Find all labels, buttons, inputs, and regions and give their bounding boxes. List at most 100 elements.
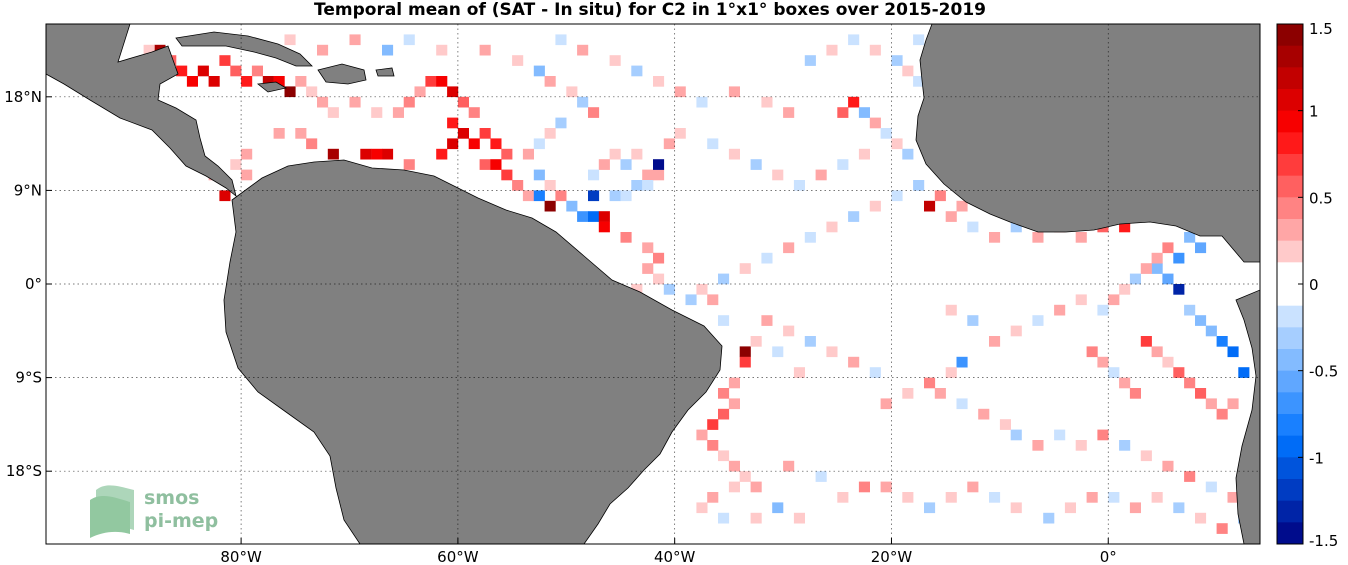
anomaly-cell — [924, 200, 936, 212]
anomaly-cell — [653, 273, 665, 285]
anomaly-cell — [533, 169, 545, 181]
anomaly-cell — [566, 86, 578, 98]
colorbar-segment — [1277, 479, 1303, 502]
anomaly-cell — [728, 481, 740, 493]
anomaly-cell — [1119, 221, 1131, 233]
anomaly-cell — [1216, 408, 1228, 420]
anomaly-cell — [436, 148, 448, 160]
anomaly-cell — [1086, 346, 1098, 358]
anomaly-cell — [1162, 273, 1174, 285]
longitude-tick-label: 80°W — [220, 548, 262, 565]
anomaly-cell — [1010, 221, 1022, 233]
anomaly-cell — [989, 336, 1001, 347]
anomaly-cell — [631, 148, 643, 160]
colorbar-segment — [1277, 392, 1303, 415]
anomaly-cell — [1032, 440, 1044, 451]
anomaly-cell — [1129, 273, 1141, 285]
anomaly-cell — [804, 336, 816, 347]
anomaly-cell — [490, 159, 502, 170]
anomaly-cell — [1184, 304, 1196, 316]
anomaly-cell — [783, 325, 795, 337]
anomaly-cell — [858, 107, 870, 118]
longitude-tick-label: 40°W — [654, 548, 696, 565]
colorbar-segment — [1277, 370, 1303, 393]
anomaly-cell — [1054, 429, 1066, 441]
anomaly-cell — [1097, 429, 1109, 441]
colorbar-tick-label: -1 — [1309, 449, 1324, 467]
anomaly-cell — [1064, 502, 1076, 514]
anomaly-cell — [425, 76, 437, 87]
latitude-tick-label: 18°S — [6, 462, 42, 480]
anomaly-cell — [382, 148, 394, 160]
anomaly-cell — [609, 190, 621, 202]
anomaly-cell — [1097, 304, 1109, 316]
colorbar-segment — [1277, 45, 1303, 68]
anomaly-cell — [403, 159, 415, 170]
anomaly-cell — [1054, 304, 1066, 316]
colorbar-segment — [1277, 24, 1303, 47]
anomaly-cell — [891, 190, 903, 202]
anomaly-cell — [772, 346, 784, 358]
anomaly-cell — [739, 346, 751, 358]
anomaly-cell — [1238, 367, 1250, 378]
land-south-america — [223, 159, 723, 544]
anomaly-cell — [479, 128, 491, 139]
colorbar-tick-label: -1.5 — [1309, 532, 1338, 550]
colorbar-segment — [1277, 219, 1303, 242]
anomaly-cell — [317, 96, 329, 108]
anomaly-cell — [761, 315, 773, 326]
anomaly-cell — [642, 242, 654, 254]
anomaly-cell — [512, 180, 524, 191]
anomaly-cell — [783, 107, 795, 118]
colorbar-tick-label: -0.5 — [1309, 363, 1338, 381]
anomaly-cell — [447, 138, 459, 150]
anomaly-cell — [1075, 440, 1087, 451]
anomaly-cell — [620, 190, 632, 202]
anomaly-cell — [468, 138, 480, 150]
colorbar — [1277, 24, 1303, 545]
anomaly-cell — [588, 211, 600, 222]
anomaly-cell — [783, 460, 795, 472]
anomaly-cell — [967, 221, 979, 233]
anomaly-cell — [490, 138, 502, 150]
logo-waves-icon — [90, 485, 134, 538]
anomaly-cell — [349, 34, 361, 46]
anomaly-cell — [219, 55, 231, 66]
anomaly-cell — [902, 65, 914, 77]
anomaly-cell — [858, 481, 870, 493]
colorbar-segment — [1277, 240, 1303, 263]
anomaly-cell — [1140, 450, 1152, 462]
anomaly-cell — [880, 398, 892, 410]
anomaly-cell — [848, 34, 860, 46]
anomaly-cell — [1129, 502, 1141, 514]
anomaly-cell — [620, 159, 632, 170]
latitude-tick-label: 18°N — [4, 88, 42, 106]
anomaly-cell — [1151, 252, 1163, 264]
anomaly-cell — [1173, 252, 1185, 264]
anomaly-cell — [718, 273, 730, 285]
anomaly-cell — [230, 159, 242, 170]
colorbar-segment — [1277, 89, 1303, 112]
anomaly-cell — [913, 76, 925, 87]
anomaly-cell — [653, 76, 665, 87]
anomaly-cell — [555, 117, 567, 129]
anomaly-cell — [1184, 232, 1196, 243]
colorbar-segment — [1277, 414, 1303, 437]
anomaly-cell — [598, 211, 610, 222]
anomaly-cell — [891, 55, 903, 66]
anomaly-cell — [728, 148, 740, 160]
anomaly-cell — [793, 180, 805, 191]
colorbar-tick-label: 1.5 — [1309, 20, 1333, 38]
anomaly-cell — [978, 408, 990, 420]
anomaly-cell — [447, 117, 459, 129]
colorbar-segment — [1277, 154, 1303, 177]
anomaly-cell — [869, 117, 881, 129]
latitude-ticks: 18°N 9°N 0° 9°S 18°S — [4, 88, 52, 480]
anomaly-cell — [1108, 492, 1120, 503]
anomaly-cell — [728, 460, 740, 472]
anomaly-cell — [241, 76, 253, 87]
anomaly-cell — [349, 96, 361, 108]
anomaly-cell — [804, 55, 816, 66]
anomaly-cell — [696, 96, 708, 108]
anomaly-cell — [750, 481, 762, 493]
